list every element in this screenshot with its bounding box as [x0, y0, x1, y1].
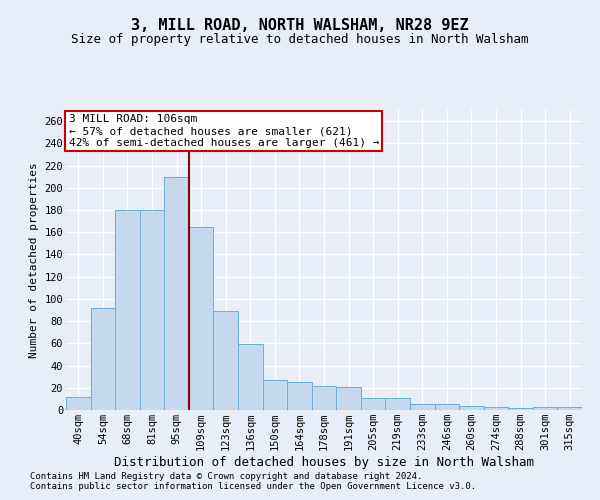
Bar [336, 386, 361, 410]
Bar [434, 404, 459, 410]
Bar [263, 380, 287, 410]
Bar [557, 406, 582, 410]
X-axis label: Distribution of detached houses by size in North Walsham: Distribution of detached houses by size … [114, 456, 534, 469]
Text: Contains HM Land Registry data © Crown copyright and database right 2024.: Contains HM Land Registry data © Crown c… [30, 472, 422, 481]
Text: Contains public sector information licensed under the Open Government Licence v3: Contains public sector information licen… [30, 482, 476, 491]
Text: 3, MILL ROAD, NORTH WALSHAM, NR28 9EZ: 3, MILL ROAD, NORTH WALSHAM, NR28 9EZ [131, 18, 469, 32]
Bar [361, 398, 385, 410]
Bar [214, 311, 238, 410]
Bar [410, 404, 434, 410]
Bar [459, 406, 484, 410]
Bar [91, 308, 115, 410]
Bar [238, 344, 263, 410]
Bar [385, 398, 410, 410]
Bar [164, 176, 189, 410]
Bar [312, 386, 336, 410]
Bar [287, 382, 312, 410]
Bar [140, 210, 164, 410]
Bar [115, 210, 140, 410]
Y-axis label: Number of detached properties: Number of detached properties [29, 162, 39, 358]
Text: 3 MILL ROAD: 106sqm
← 57% of detached houses are smaller (621)
42% of semi-detac: 3 MILL ROAD: 106sqm ← 57% of detached ho… [68, 114, 379, 148]
Text: Size of property relative to detached houses in North Walsham: Size of property relative to detached ho… [71, 32, 529, 46]
Bar [508, 408, 533, 410]
Bar [484, 406, 508, 410]
Bar [189, 226, 214, 410]
Bar [533, 406, 557, 410]
Bar [66, 396, 91, 410]
